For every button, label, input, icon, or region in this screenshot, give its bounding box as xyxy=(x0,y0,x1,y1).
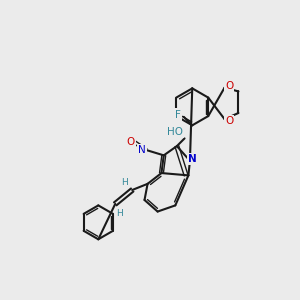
Text: N: N xyxy=(138,145,146,155)
Text: N: N xyxy=(188,154,197,164)
Text: HO: HO xyxy=(167,127,183,137)
Text: O: O xyxy=(127,137,135,147)
Text: F: F xyxy=(176,110,181,119)
Text: H: H xyxy=(121,178,128,187)
Text: O: O xyxy=(225,81,233,91)
Text: H: H xyxy=(116,208,122,217)
Text: O: O xyxy=(225,116,233,126)
